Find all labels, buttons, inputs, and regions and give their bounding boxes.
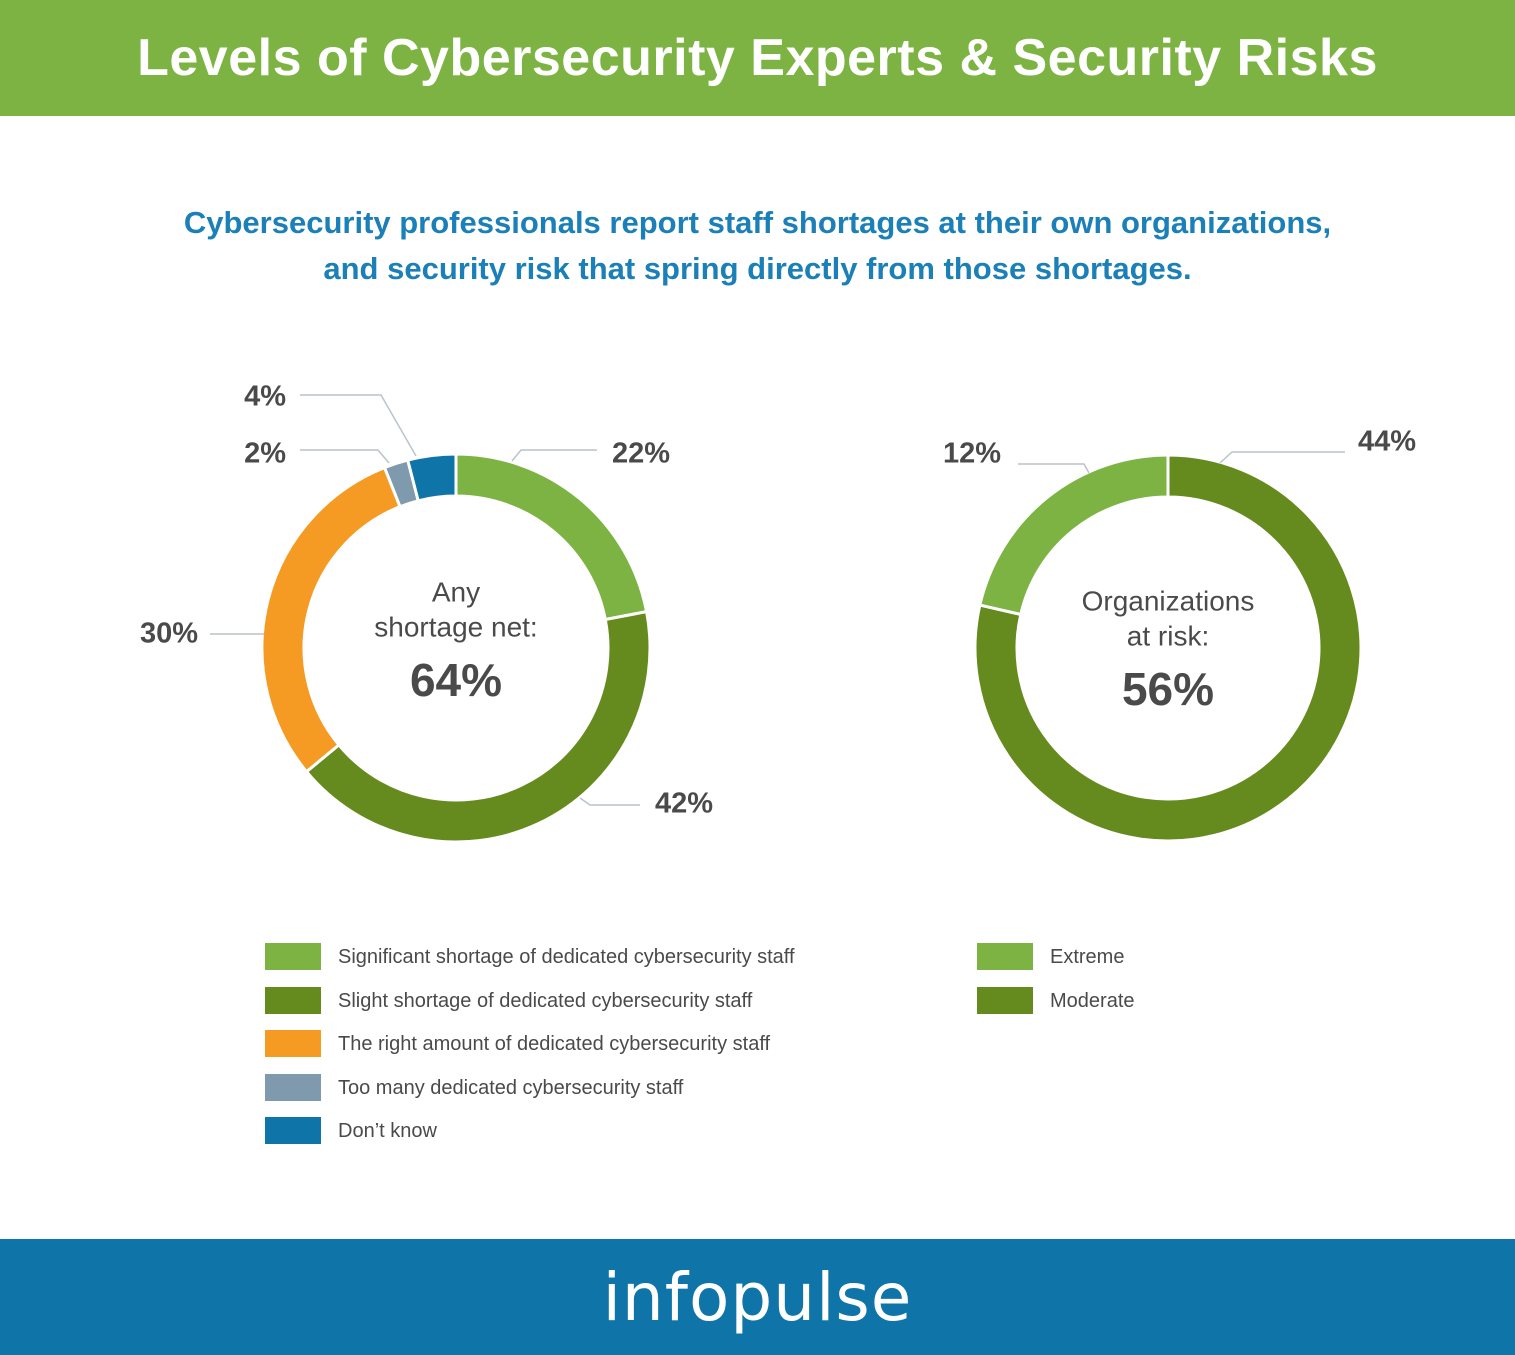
center-value: 56% bbox=[1122, 663, 1214, 715]
legend-swatch bbox=[265, 1117, 321, 1144]
center-value: 64% bbox=[410, 654, 502, 706]
leader-line bbox=[300, 394, 417, 457]
subtitle-line-1: Cybersecurity professionals report staff… bbox=[183, 205, 1332, 240]
legend-label: Too many dedicated cybersecurity staff bbox=[338, 1076, 684, 1099]
brand-logo: infopulse bbox=[602, 1258, 913, 1336]
slice-value-label: 44% bbox=[1358, 426, 1416, 458]
center-label: shortage net: bbox=[374, 611, 537, 642]
page-title: Levels of Cybersecurity Experts & Securi… bbox=[137, 29, 1378, 87]
legend-label: Slight shortage of dedicated cybersecuri… bbox=[338, 989, 753, 1012]
legend-swatch bbox=[977, 987, 1033, 1014]
legend-swatch bbox=[265, 943, 321, 970]
slice-value-label: 22% bbox=[612, 438, 670, 470]
legend-swatch bbox=[265, 986, 321, 1014]
subtitle: Cybersecurity professionals report staff… bbox=[0, 200, 1515, 292]
center-label: Organizations bbox=[1082, 585, 1255, 616]
legend-label: Significant shortage of dedicated cybers… bbox=[338, 946, 795, 968]
footer-banner: infopulse bbox=[0, 1239, 1515, 1355]
leader-line bbox=[1018, 463, 1090, 474]
donut-chart-1: 22% 42% 30% 2% 4% Any shortage net: 64% bbox=[140, 381, 713, 844]
legend-label: Don’t know bbox=[338, 1120, 437, 1142]
legend-risk: Extreme Moderate bbox=[977, 943, 1277, 1043]
slice-value-label: 4% bbox=[244, 381, 286, 413]
legend-shortage: Significant shortage of dedicated cybers… bbox=[265, 943, 905, 1163]
header-banner: Levels of Cybersecurity Experts & Securi… bbox=[0, 0, 1515, 116]
center-label: Any bbox=[432, 576, 480, 607]
legend-label: Extreme bbox=[1050, 946, 1125, 968]
donut-slice bbox=[973, 453, 1363, 843]
leader-line bbox=[300, 449, 390, 464]
leader-line bbox=[511, 449, 597, 462]
legend-swatch bbox=[265, 1073, 321, 1101]
subtitle-line-2: and security risk that spring directly f… bbox=[323, 251, 1192, 286]
leader-line bbox=[579, 797, 640, 806]
legend-label: The right amount of dedicated cybersecur… bbox=[338, 1033, 771, 1055]
legend-label: Moderate bbox=[1050, 990, 1135, 1012]
donut-chart-2: 44% 12% Organizations at risk: 56% bbox=[943, 426, 1416, 843]
leader-line bbox=[1219, 451, 1345, 464]
donut-slice bbox=[405, 452, 458, 503]
donut-slice bbox=[304, 609, 652, 844]
legend-swatch bbox=[265, 1030, 321, 1057]
donut-slice bbox=[978, 453, 1170, 617]
slice-value-label: 12% bbox=[943, 438, 1001, 470]
slice-value-label: 42% bbox=[655, 788, 713, 820]
slice-value-label: 30% bbox=[140, 618, 198, 650]
center-label: at risk: bbox=[1127, 620, 1209, 651]
legend-swatch bbox=[977, 943, 1033, 970]
slice-value-label: 2% bbox=[244, 438, 286, 470]
donut-slice bbox=[454, 452, 649, 622]
